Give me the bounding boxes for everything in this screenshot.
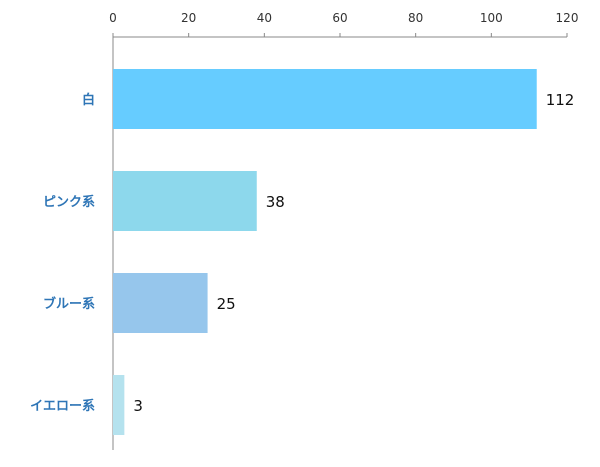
bar xyxy=(113,171,257,231)
bar xyxy=(113,273,208,333)
x-tick-label: 60 xyxy=(332,11,347,25)
x-tick-label: 40 xyxy=(257,11,272,25)
data-label: 38 xyxy=(266,193,285,211)
x-tick-label: 20 xyxy=(181,11,196,25)
category-label: ピンク系 xyxy=(43,194,95,210)
bar-layer xyxy=(113,69,537,435)
x-tick-label: 100 xyxy=(480,11,503,25)
label-layer: 白 112 ピンク系 38 ブルー系 25 イエロー系 3 xyxy=(30,91,574,415)
data-label: 3 xyxy=(133,397,143,415)
data-label: 25 xyxy=(217,295,236,313)
bar xyxy=(113,375,125,435)
x-tick-label: 120 xyxy=(556,11,579,25)
data-label: 112 xyxy=(546,91,575,109)
x-tick-label: 80 xyxy=(408,11,423,25)
category-label: 白 xyxy=(82,92,95,108)
bar xyxy=(113,69,537,129)
category-label: ブルー系 xyxy=(43,296,95,312)
category-label: イエロー系 xyxy=(30,398,95,414)
x-tick-label: 0 xyxy=(109,11,117,25)
